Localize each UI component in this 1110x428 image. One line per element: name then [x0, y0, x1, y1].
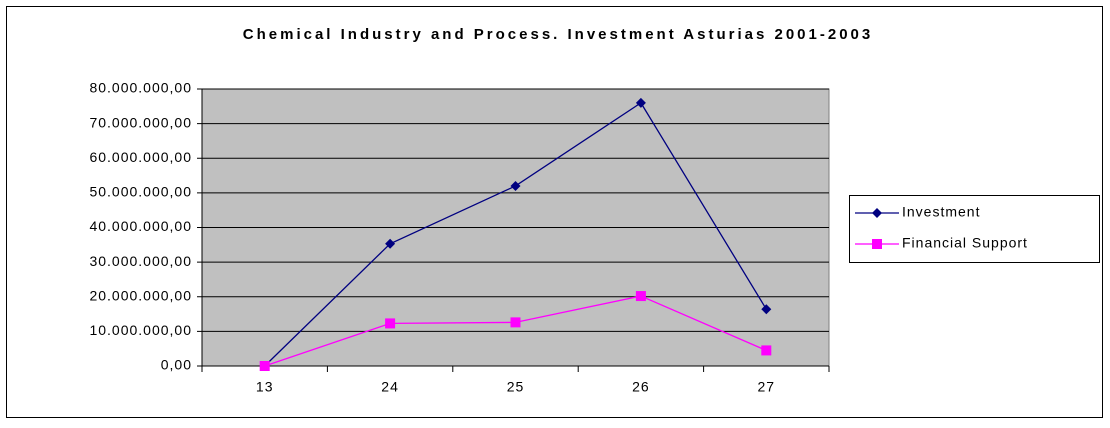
marker — [259, 361, 270, 371]
marker — [635, 291, 646, 302]
y-tick-label: 60.000.000,00 — [89, 149, 192, 165]
y-tick-label: 30.000.000,00 — [89, 253, 192, 269]
chart-title: Chemical Industry and Process. Investmen… — [243, 26, 873, 43]
x-tick-label: 25 — [507, 379, 525, 395]
y-tick-label: 20.000.000,00 — [89, 287, 192, 303]
y-tick-label: 40.000.000,00 — [89, 218, 192, 234]
y-tick-label: 10.000.000,00 — [89, 322, 192, 338]
x-tick-label: 13 — [256, 379, 274, 395]
marker — [761, 345, 772, 356]
marker — [872, 208, 882, 218]
x-tick-label: 27 — [758, 379, 776, 395]
marker — [510, 317, 521, 328]
x-tick-label: 24 — [381, 379, 399, 395]
marker — [385, 238, 396, 249]
x-tick-label: 26 — [632, 379, 650, 395]
legend-label: Investment — [902, 204, 980, 220]
y-tick-label: 50.000.000,00 — [89, 184, 192, 200]
marker — [872, 239, 882, 249]
legend-box — [849, 195, 1100, 263]
y-tick-label: 80.000.000,00 — [89, 80, 192, 96]
legend-label: Financial Support — [902, 235, 1028, 251]
y-tick-label: 70.000.000,00 — [89, 114, 192, 130]
marker — [510, 180, 521, 191]
marker — [635, 97, 646, 108]
y-tick-label: 0,00 — [161, 357, 192, 373]
marker — [385, 318, 396, 329]
marker — [761, 304, 772, 315]
